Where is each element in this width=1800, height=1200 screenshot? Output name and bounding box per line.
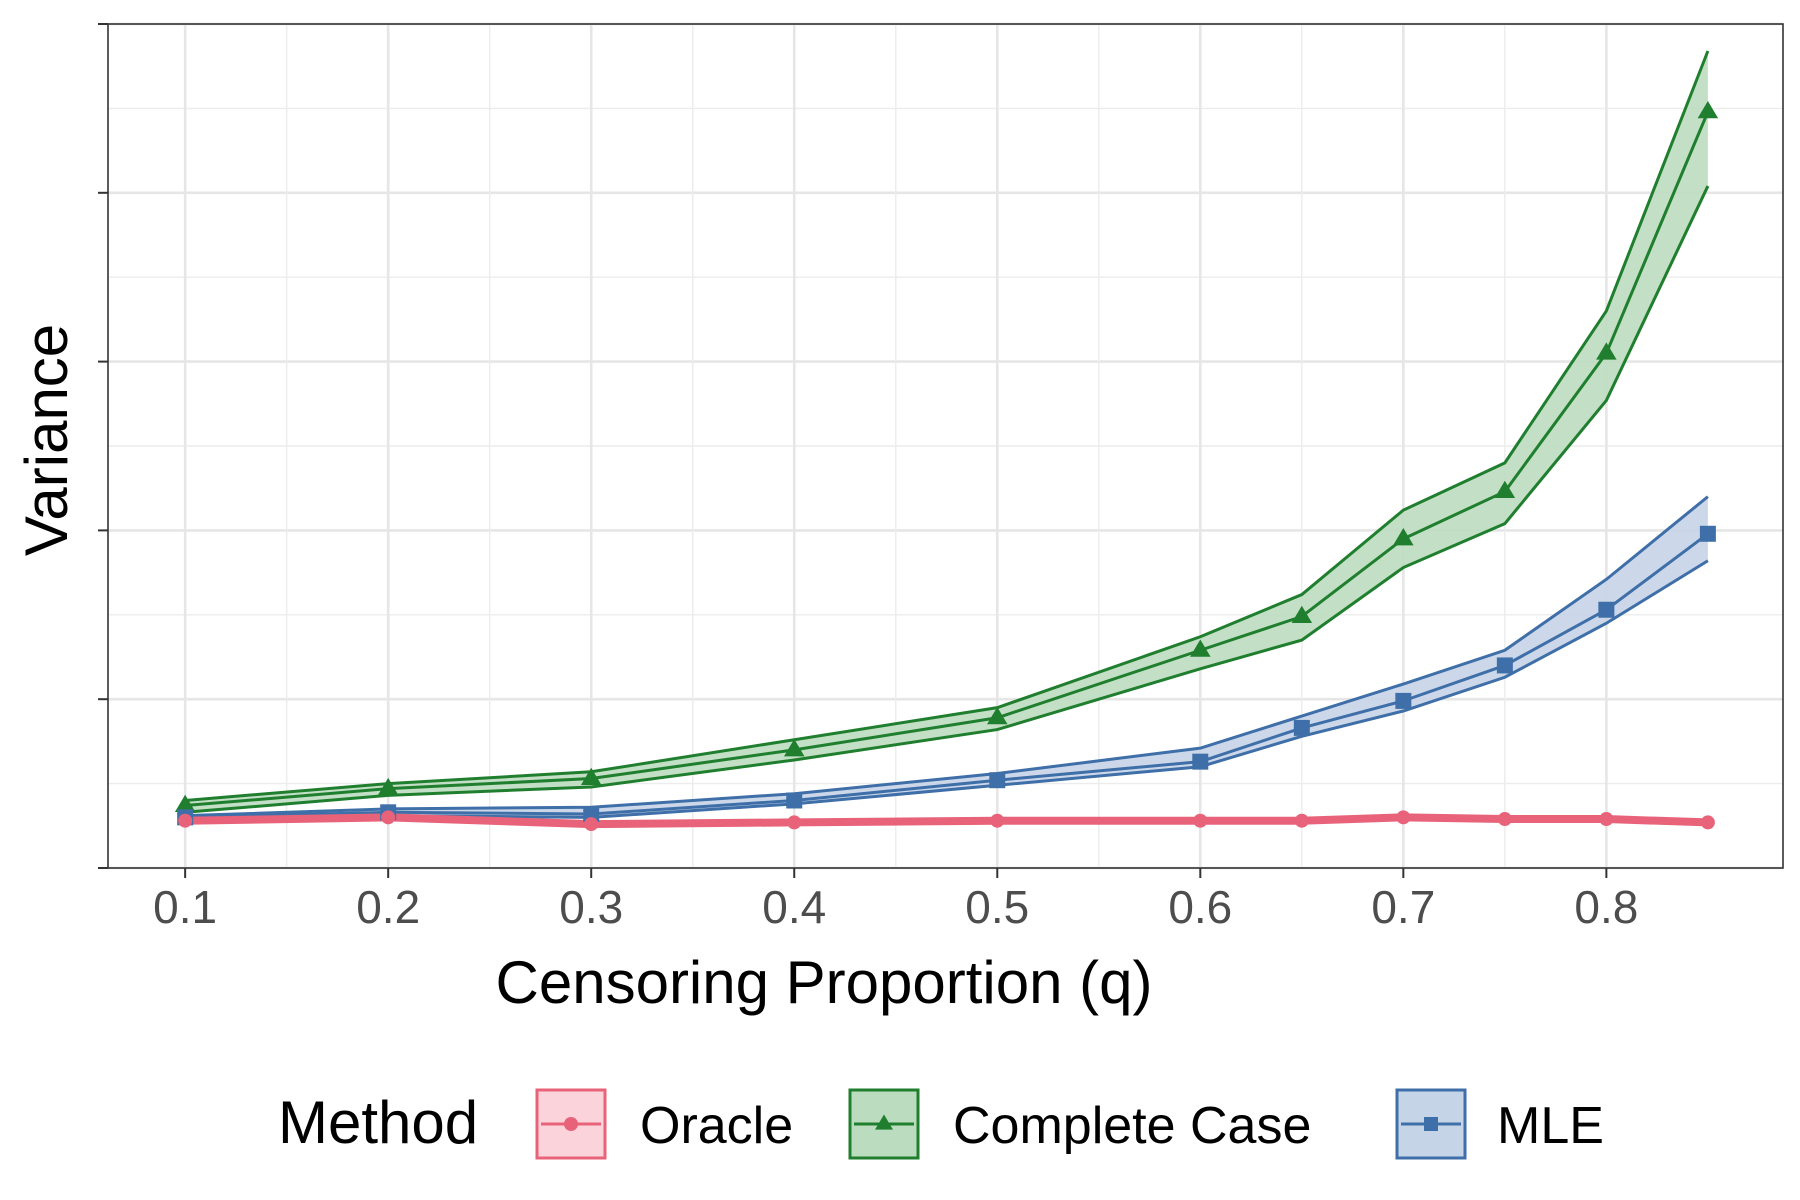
oracle-point [1396,810,1411,825]
legend-label-complete-case: Complete Case [953,1097,1311,1155]
x-tick-label: 0.3 [559,881,623,933]
oracle-point [1700,815,1715,830]
legend-key-marker [1424,1117,1438,1131]
y-axis-ticks [98,23,108,869]
complete-case-lower-line [185,185,1710,814]
x-tick-label: 0.2 [356,881,420,933]
x-tick-label: 0.4 [762,881,826,933]
complete-case-point [987,706,1008,725]
y-axis-label: Variance [13,324,80,556]
series-markers [174,100,1719,832]
x-tick-label: 0.8 [1574,881,1638,933]
legend: Method Oracle Complete Case MLE [278,1088,1604,1160]
mle-point [1192,753,1209,770]
legend-item-mle: MLE [1395,1088,1604,1160]
oracle-point [178,813,193,828]
x-tick-label: 0.5 [965,881,1029,933]
legend-item-oracle: Oracle [535,1088,793,1160]
legend-label-oracle: Oracle [640,1097,793,1155]
mle-point [786,792,803,809]
mle-point [989,772,1006,789]
complete-case-point [1190,639,1211,657]
mle-point [1699,525,1716,542]
complete-case-point [377,777,399,796]
complete-case-point [174,794,196,813]
oracle-point [1497,812,1512,827]
mle-point [1395,692,1412,709]
oracle-point [787,815,802,830]
legend-key-marker [564,1117,578,1131]
panel-border [107,23,1784,869]
x-tick-label: 0.6 [1168,881,1232,933]
legend-item-complete-case: Complete Case [848,1088,1311,1160]
mle-point [1293,719,1310,736]
complete-case-point [1494,480,1516,499]
oracle-point [584,817,599,832]
complete-case-point [1697,100,1719,119]
legend-title: Method [278,1089,478,1156]
x-tick-label: 0.7 [1371,881,1435,933]
oracle-point [1193,813,1208,828]
oracle-point [990,813,1005,828]
legend-key-marker [875,1114,893,1130]
x-axis-label: Censoring Proportion (q) [496,949,1153,1016]
legend-label-mle: MLE [1497,1097,1604,1155]
complete-case-point [1393,528,1414,546]
mle-point [583,805,600,822]
complete-case-point [1596,342,1617,360]
complete-case-upper-line [185,50,1710,802]
oracle-point [1599,812,1614,827]
oracle-point [381,810,396,825]
complete-case-point [783,739,805,757]
mle-point [1496,657,1513,674]
x-axis-ticks: 0.1 0.2 0.3 0.4 0.5 0.6 0.7 0.8 [153,868,1638,933]
oracle-point [1294,813,1309,828]
complete-case-point [1291,605,1313,623]
complete-case-point [580,767,602,786]
mle-point [1598,601,1615,618]
x-tick-label: 0.1 [153,881,217,933]
mle-upper-line [185,495,1709,818]
